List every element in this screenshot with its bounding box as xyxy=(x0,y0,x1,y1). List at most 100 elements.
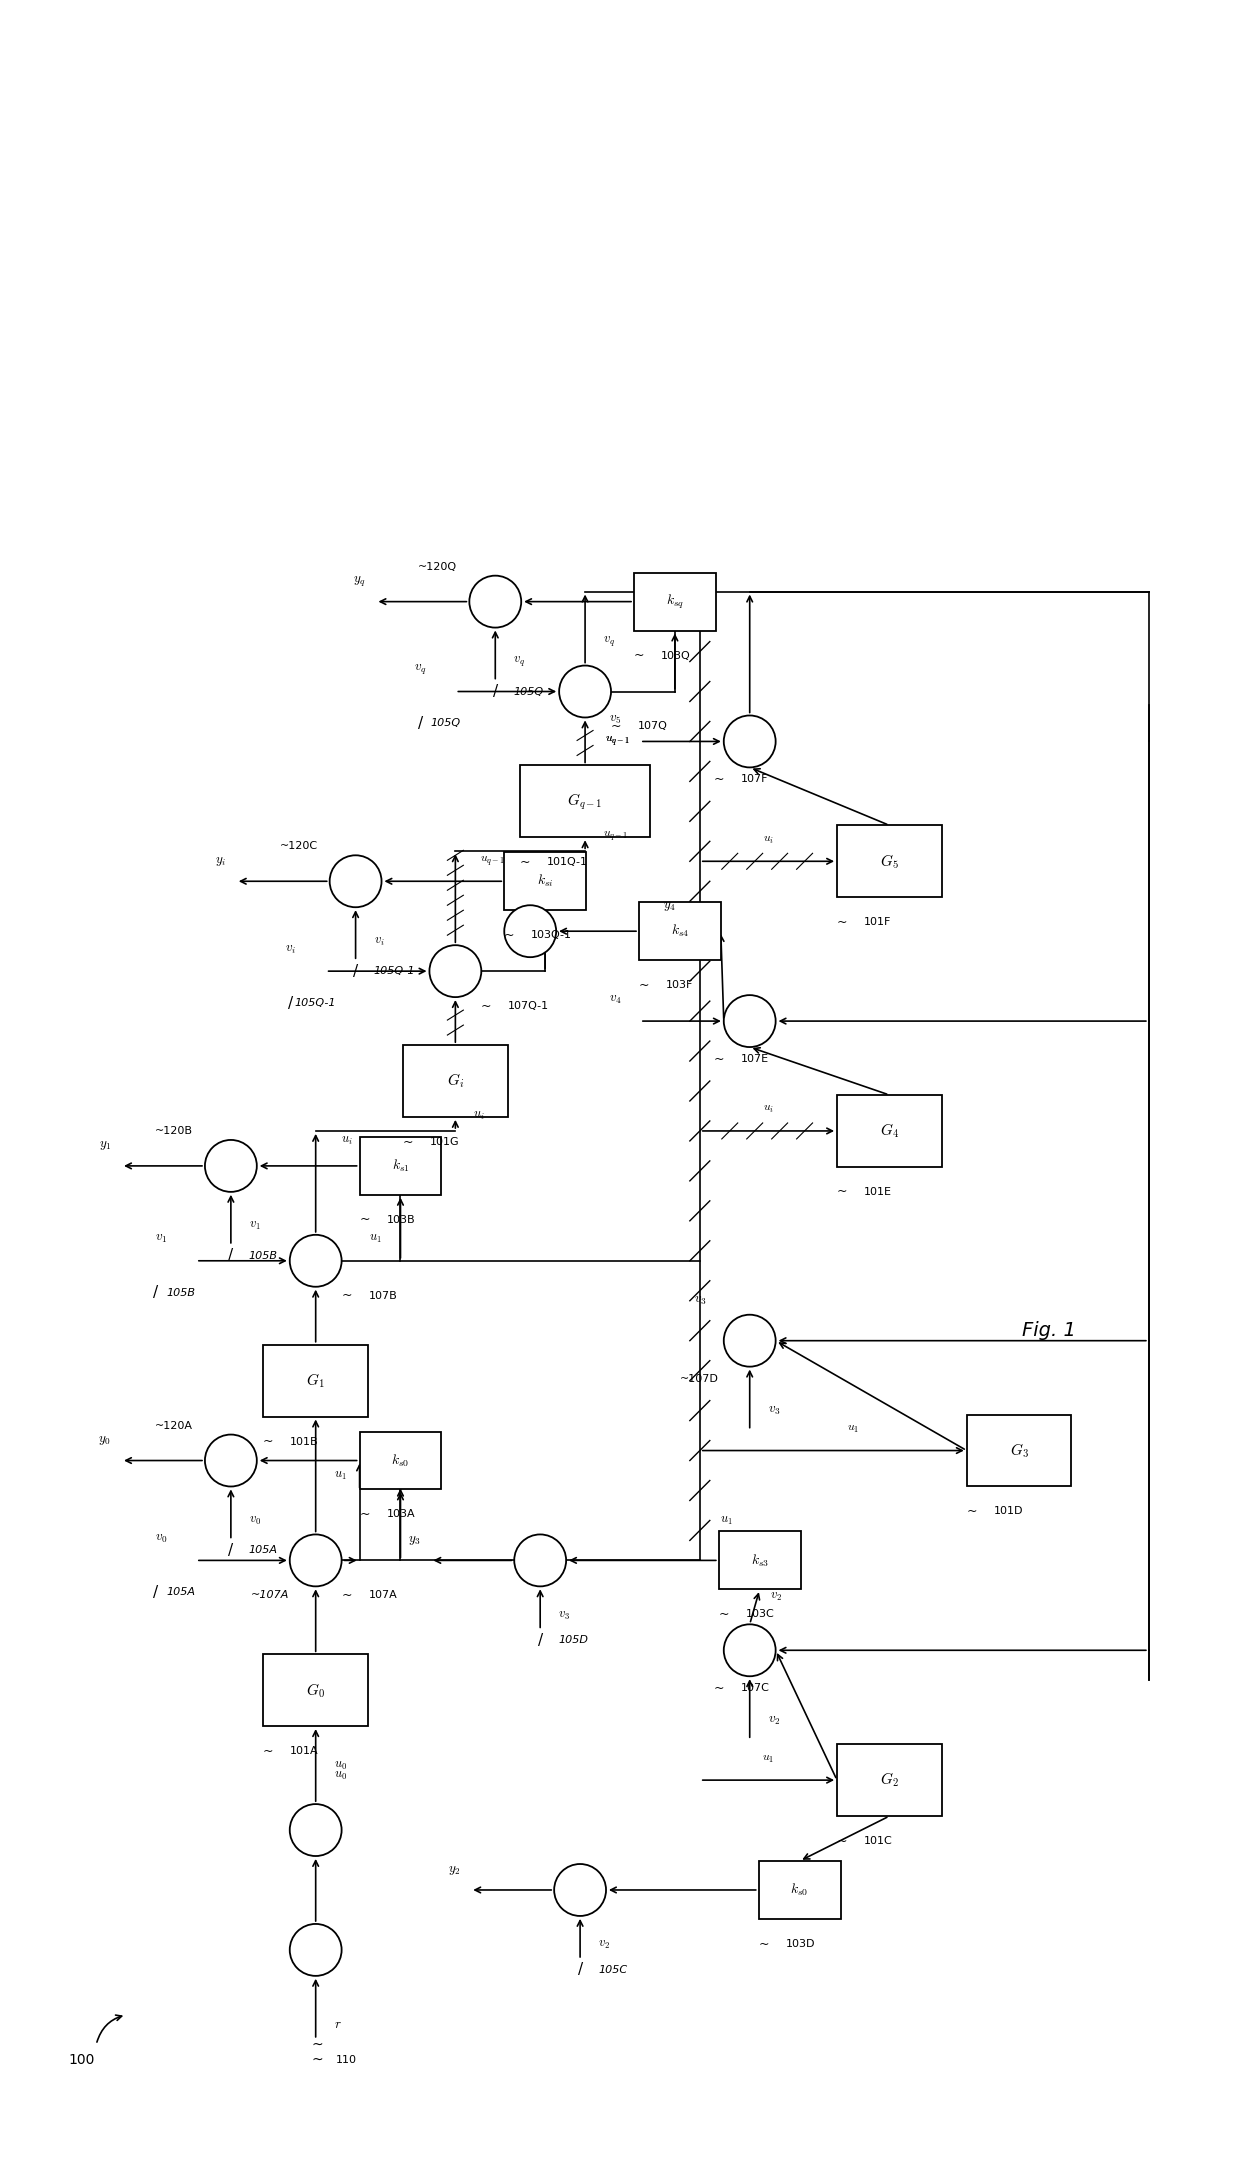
Text: 101G: 101G xyxy=(430,1136,460,1147)
Text: 101D: 101D xyxy=(993,1507,1023,1516)
Circle shape xyxy=(290,1234,342,1287)
Text: $v_q$: $v_q$ xyxy=(414,663,427,676)
Text: $k_{s1}$: $k_{s1}$ xyxy=(392,1158,409,1173)
Text: 105Q: 105Q xyxy=(430,718,460,728)
Text: $y_i$: $y_i$ xyxy=(215,855,226,868)
Text: 101Q-1: 101Q-1 xyxy=(547,857,588,868)
Bar xyxy=(837,1095,941,1167)
Text: $k_{s0}$: $k_{s0}$ xyxy=(790,1882,808,1897)
Text: $G_3$: $G_3$ xyxy=(1009,1442,1028,1459)
Text: 101B: 101B xyxy=(290,1437,319,1446)
Text: $v_2$: $v_2$ xyxy=(770,1590,781,1603)
Text: ~: ~ xyxy=(312,2052,324,2068)
Text: $u_1$: $u_1$ xyxy=(370,1232,382,1245)
Text: ~: ~ xyxy=(634,650,645,663)
Text: /: / xyxy=(353,964,358,979)
Text: 105A: 105A xyxy=(166,1588,196,1596)
Text: $k_{s0}$: $k_{s0}$ xyxy=(392,1453,409,1468)
Text: 110: 110 xyxy=(336,2055,357,2065)
Text: $u_1$: $u_1$ xyxy=(847,1422,859,1435)
Text: 103Q-1: 103Q-1 xyxy=(531,931,572,940)
Text: $v_1$: $v_1$ xyxy=(155,1232,167,1245)
Text: /: / xyxy=(418,715,423,731)
Circle shape xyxy=(330,855,382,907)
Text: $v_0$: $v_0$ xyxy=(155,1531,167,1544)
Text: Fig. 1: Fig. 1 xyxy=(1022,1322,1076,1339)
Text: $u_i$: $u_i$ xyxy=(341,1134,352,1147)
Text: ~: ~ xyxy=(837,1834,847,1847)
Text: 103A: 103A xyxy=(387,1509,415,1520)
Text: $v_0$: $v_0$ xyxy=(249,1514,260,1527)
Text: $u_i$: $u_i$ xyxy=(474,1110,485,1123)
Text: ~: ~ xyxy=(360,1507,370,1520)
Text: $G_1$: $G_1$ xyxy=(306,1372,325,1389)
Text: $r$: $r$ xyxy=(334,2017,341,2031)
Text: $G_0$: $G_0$ xyxy=(306,1682,325,1699)
Text: $v_5$: $v_5$ xyxy=(609,713,621,726)
Text: 103C: 103C xyxy=(745,1610,775,1618)
Text: 107B: 107B xyxy=(368,1291,397,1300)
Bar xyxy=(639,903,720,960)
Text: /: / xyxy=(538,1634,543,1649)
Circle shape xyxy=(554,1865,606,1915)
Text: 107F: 107F xyxy=(740,774,769,785)
Circle shape xyxy=(205,1141,257,1191)
Text: $v_2$: $v_2$ xyxy=(768,1714,780,1727)
Text: 103Q: 103Q xyxy=(661,650,691,661)
Text: $v_3$: $v_3$ xyxy=(558,1610,570,1623)
Text: $G_4$: $G_4$ xyxy=(880,1121,899,1141)
Text: ~107D: ~107D xyxy=(680,1374,719,1383)
Text: ~107A: ~107A xyxy=(250,1590,289,1601)
Text: $G_i$: $G_i$ xyxy=(446,1071,464,1090)
Bar xyxy=(967,1415,1071,1487)
Text: ~: ~ xyxy=(360,1213,370,1226)
Text: $G_2$: $G_2$ xyxy=(880,1771,899,1788)
Text: $v_4$: $v_4$ xyxy=(609,992,621,1005)
Text: 103B: 103B xyxy=(387,1215,415,1226)
Text: ~: ~ xyxy=(520,855,531,868)
Bar xyxy=(634,574,715,630)
Text: 103D: 103D xyxy=(786,1939,815,1950)
Text: $u_1$: $u_1$ xyxy=(334,1470,346,1483)
Text: 105Q-1: 105Q-1 xyxy=(295,999,336,1008)
Text: $v_3$: $v_3$ xyxy=(693,1293,706,1306)
Text: ~: ~ xyxy=(713,1682,724,1695)
Text: ~120C: ~120C xyxy=(279,842,317,851)
Text: $u_i$: $u_i$ xyxy=(763,1101,774,1114)
Text: 101C: 101C xyxy=(864,1836,893,1845)
Circle shape xyxy=(724,715,776,768)
Text: $k_{s4}$: $k_{s4}$ xyxy=(671,923,689,940)
Text: 107C: 107C xyxy=(740,1684,770,1692)
Text: $v_q$: $v_q$ xyxy=(603,635,615,648)
Text: 107Q: 107Q xyxy=(637,722,668,731)
Text: ~: ~ xyxy=(966,1505,977,1518)
Circle shape xyxy=(290,1804,342,1856)
Bar xyxy=(263,1346,368,1418)
Text: $k_{s3}$: $k_{s3}$ xyxy=(750,1553,769,1568)
Bar xyxy=(521,766,650,838)
Text: ~: ~ xyxy=(263,1435,274,1448)
Text: $u_{q-1}$: $u_{q-1}$ xyxy=(605,735,630,748)
Text: $k_{sq}$: $k_{sq}$ xyxy=(666,593,684,611)
Text: 105B: 105B xyxy=(249,1250,278,1261)
Circle shape xyxy=(724,1315,776,1367)
Text: $v_i$: $v_i$ xyxy=(373,936,384,949)
Text: ~: ~ xyxy=(713,1053,724,1067)
Text: $G_{q-1}$: $G_{q-1}$ xyxy=(568,792,603,811)
Text: 107Q-1: 107Q-1 xyxy=(508,1001,549,1012)
Circle shape xyxy=(559,665,611,718)
Text: ~120Q: ~120Q xyxy=(418,563,458,571)
Text: ~: ~ xyxy=(713,772,724,785)
Bar xyxy=(837,824,941,896)
Text: $y_q$: $y_q$ xyxy=(353,574,366,589)
Text: 101E: 101E xyxy=(864,1186,892,1197)
Text: 107A: 107A xyxy=(368,1590,397,1601)
Text: ~: ~ xyxy=(718,1607,729,1620)
Text: /: / xyxy=(154,1285,159,1300)
Bar xyxy=(403,1045,507,1117)
Text: $u_0$: $u_0$ xyxy=(334,1769,347,1782)
Text: $v_2$: $v_2$ xyxy=(598,1939,610,1952)
Text: 101F: 101F xyxy=(864,918,892,927)
Text: 105Q: 105Q xyxy=(513,687,543,696)
Text: $u_{q-1}$: $u_{q-1}$ xyxy=(603,829,629,844)
